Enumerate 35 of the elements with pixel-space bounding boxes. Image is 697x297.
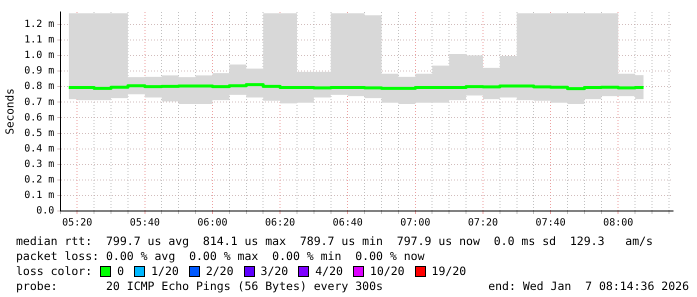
text: packet loss: 0.00 % avg 0.00 % max 0.00 % min 0.00 % now (16, 249, 426, 264)
x-tick-label: 08:00 (603, 218, 634, 229)
y-tick-label: 0.6 m (24, 112, 54, 124)
text: median rtt: 799.7 us avg 814.1 us max 789.7 us min 797.9 us now 0.0 ms sd 129.3 am/s (16, 234, 654, 249)
text: end: Wed Jan 7 08:14:36 2026 (488, 279, 689, 294)
legend-label: 19/20 (432, 264, 466, 279)
x-tick-label: 07:20 (468, 218, 498, 229)
legend-title: loss color: (16, 264, 92, 279)
legend-label: 1/20 (151, 264, 179, 279)
x-tick-label: 07:40 (536, 218, 566, 229)
legend-label: 2/20 (206, 264, 234, 279)
legend-label: 10/20 (370, 264, 405, 279)
y-tick-label: 1.2 m (24, 19, 54, 30)
y-tick-label: 0.1 m (24, 190, 54, 202)
text: probe: 20 ICMP Echo Pings (56 Bytes) every 300s (16, 279, 383, 294)
y-tick-label: 0.0 (36, 206, 54, 217)
x-tick-label: 06:00 (197, 218, 228, 229)
x-tick-label: 06:40 (332, 218, 363, 229)
y-tick-label: 0.3 m (24, 158, 54, 170)
x-tick-label: 05:40 (130, 218, 160, 229)
y-tick-label: 1.0 m (24, 50, 54, 62)
y-axis-title: Seconds (3, 88, 16, 135)
x-tick-label: 07:00 (400, 218, 430, 229)
y-tick-label: 0.4 m (24, 143, 54, 154)
y-tick-label: 0.2 m (24, 174, 54, 186)
y-tick-label: 0.7 m (24, 96, 54, 108)
legend-label: 4/20 (315, 264, 343, 279)
legend-label: 0 (117, 264, 124, 279)
y-tick-label: 0.8 m (24, 81, 54, 92)
y-tick-label: 1.1 m (24, 34, 54, 46)
y-tick-label: 0.5 m (24, 128, 54, 139)
legend-label: 3/20 (260, 264, 288, 279)
x-tick-label: 06:20 (265, 218, 296, 229)
y-tick-label: 0.9 m (24, 66, 54, 77)
x-tick-label: 05:20 (62, 218, 92, 229)
